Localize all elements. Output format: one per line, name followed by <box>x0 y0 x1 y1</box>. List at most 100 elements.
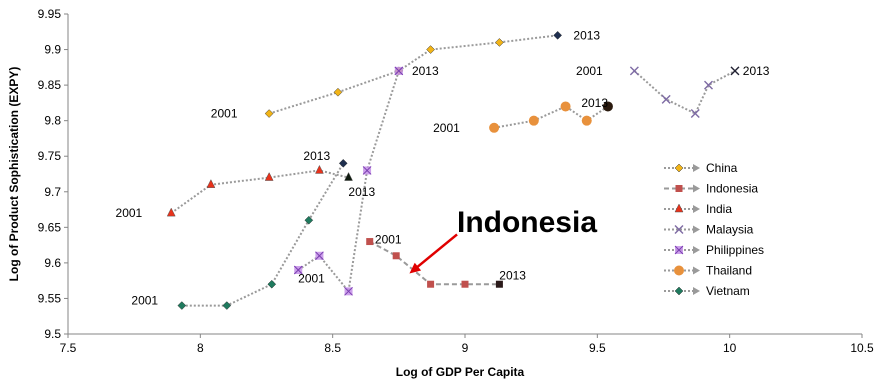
x-tick-label: 8.5 <box>324 341 341 355</box>
callout-label: Indonesia <box>457 206 597 239</box>
y-tick-label: 9.75 <box>38 149 62 163</box>
year-label: 2013 <box>573 28 600 42</box>
legend-item-china: China <box>664 161 738 175</box>
point-china <box>264 109 274 118</box>
point-vietnam <box>338 158 348 168</box>
year-label: 2013 <box>348 185 375 199</box>
point-china <box>495 38 504 47</box>
point-india <box>206 179 216 188</box>
callout-arrow-head <box>409 262 422 274</box>
series-lines <box>170 34 736 307</box>
series-line-india <box>170 169 349 214</box>
point-philippines <box>394 66 404 76</box>
legend-arrow <box>693 225 700 234</box>
point-vietnam <box>304 215 314 225</box>
point-malaysia <box>730 66 740 76</box>
x-axis-title: Log of GDP Per Capita <box>396 365 525 379</box>
point-malaysia <box>690 109 700 119</box>
marker-stroke <box>674 245 684 255</box>
legend-arrow <box>693 184 700 193</box>
legend-label: Vietnam <box>706 284 750 298</box>
marker-stroke <box>690 109 700 119</box>
point-indonesia <box>461 280 469 288</box>
point-india <box>166 207 176 217</box>
point-thailand <box>560 101 571 112</box>
legend-marker <box>674 163 684 173</box>
legend-item-india: India <box>664 202 732 216</box>
legend-label: Malaysia <box>706 223 754 237</box>
point-thailand <box>581 115 592 126</box>
marker-stroke <box>394 66 404 76</box>
legend-marker <box>674 265 684 276</box>
legend-marker <box>675 185 683 192</box>
marker-stroke <box>629 66 639 76</box>
legend-label: India <box>706 202 732 216</box>
point-thailand <box>602 101 613 112</box>
point-malaysia <box>629 66 639 76</box>
marker-stroke <box>315 251 324 261</box>
callout-arrow-shaft <box>414 233 458 270</box>
marker-stroke <box>362 166 372 175</box>
axes: 9.5 9.55 9.6 9.65 9.7 9.75 9.8 9.85 9.9 9.95 7.5 8 8… <box>38 7 874 355</box>
legend-marker <box>674 245 684 255</box>
point-indonesia <box>427 280 435 288</box>
x-tick-label: 9.5 <box>589 341 606 355</box>
y-tick-label: 9.8 <box>44 114 61 128</box>
legend-label: Philippines <box>706 243 764 257</box>
point-china <box>553 30 562 40</box>
x-tick-label: 10.5 <box>850 341 874 355</box>
year-label: 2013 <box>412 64 439 78</box>
x-tick-label: 8 <box>197 341 204 355</box>
point-malaysia <box>661 94 671 104</box>
y-tick-label: 9.95 <box>38 7 62 21</box>
marker-stroke <box>661 94 671 104</box>
legend-arrow <box>693 205 700 213</box>
year-label: 2013 <box>743 64 770 78</box>
series-line-indonesia <box>369 240 500 286</box>
point-india <box>344 171 353 181</box>
point-indonesia <box>392 252 400 260</box>
point-thailand <box>489 122 500 133</box>
year-label: 2013 <box>581 96 608 110</box>
legend-arrow <box>693 246 700 254</box>
year-label: 2013 <box>303 149 330 163</box>
point-china <box>426 45 435 54</box>
legend-label: China <box>706 161 738 175</box>
y-axis-title: Log of Product Sophistication (EXPY) <box>7 67 21 282</box>
year-label: 2001 <box>116 206 143 220</box>
point-philippines <box>293 265 303 275</box>
legend-arrow <box>693 287 700 295</box>
legend-marker <box>674 203 684 213</box>
year-label: 2013 <box>499 269 526 283</box>
series-line-thailand <box>493 105 609 129</box>
legend-item-indonesia: Indonesia <box>664 182 758 196</box>
year-label: 2001 <box>433 121 460 135</box>
x-tick-label: 10 <box>723 341 737 355</box>
point-india <box>264 171 274 181</box>
legend-item-thailand: Thailand <box>664 264 752 278</box>
y-tick-label: 9.6 <box>44 256 61 270</box>
point-vietnam <box>267 279 277 289</box>
y-tick-label: 9.7 <box>44 185 61 199</box>
point-thailand <box>528 115 539 126</box>
series-markers <box>166 30 740 310</box>
point-philippines <box>344 286 353 296</box>
legend-item-vietnam: Vietnam <box>664 284 750 298</box>
y-tick-label: 9.55 <box>38 291 62 305</box>
point-india <box>315 164 324 174</box>
year-label: 2001 <box>298 272 325 286</box>
point-indonesia <box>495 280 503 288</box>
y-tick-label: 9.65 <box>38 220 62 234</box>
callout: Indonesia <box>409 206 597 274</box>
y-tick-label: 9.5 <box>44 327 61 341</box>
legend: China Indonesia India Malaysia Philippines Th… <box>664 161 764 298</box>
legend-marker <box>674 225 684 234</box>
series-line-vietnam <box>181 162 345 307</box>
year-label: 2001 <box>131 294 158 308</box>
y-tick-label: 9.85 <box>38 78 62 92</box>
point-philippines <box>362 166 372 175</box>
annotations: 2001 2013 2013 2001 2013 2013 2001 2013 2013 2001… <box>116 28 770 307</box>
legend-label: Thailand <box>706 264 752 278</box>
marker-stroke <box>703 80 713 90</box>
point-indonesia <box>366 238 374 246</box>
